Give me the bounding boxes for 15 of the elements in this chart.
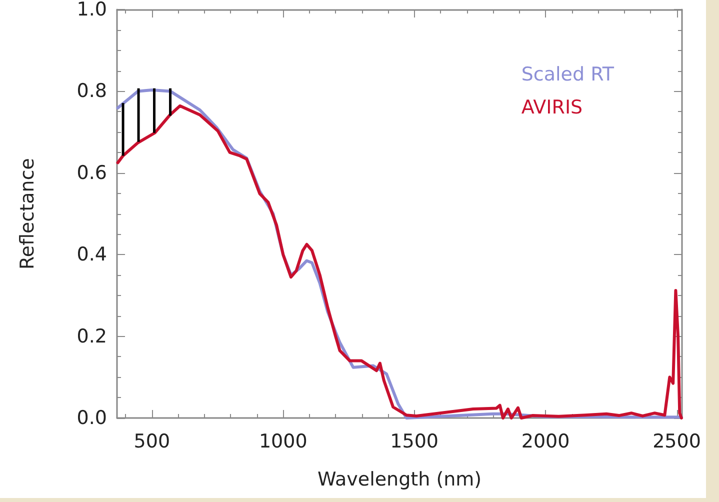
- y-tick-label: 1.0: [76, 0, 107, 20]
- x-tick-label: 2000: [521, 430, 570, 452]
- y-tick-label: 0.4: [76, 244, 107, 266]
- x-axis-title: Wavelength (nm): [317, 468, 482, 490]
- y-tick-label: 0.0: [76, 407, 107, 429]
- y-tick-label: 0.2: [76, 325, 107, 348]
- y-tick-label: 0.8: [76, 80, 107, 102]
- x-tick-label: 1500: [390, 430, 439, 452]
- x-tick-label: 1000: [258, 430, 308, 452]
- y-axis-title: Reflectance: [16, 158, 38, 270]
- x-tick-label: 500: [134, 430, 170, 452]
- x-tick-label: 2500: [652, 430, 701, 452]
- y-tick-label: 0.6: [76, 162, 107, 184]
- text: Scaled RT: [521, 64, 614, 86]
- text: AVIRIS: [521, 96, 583, 118]
